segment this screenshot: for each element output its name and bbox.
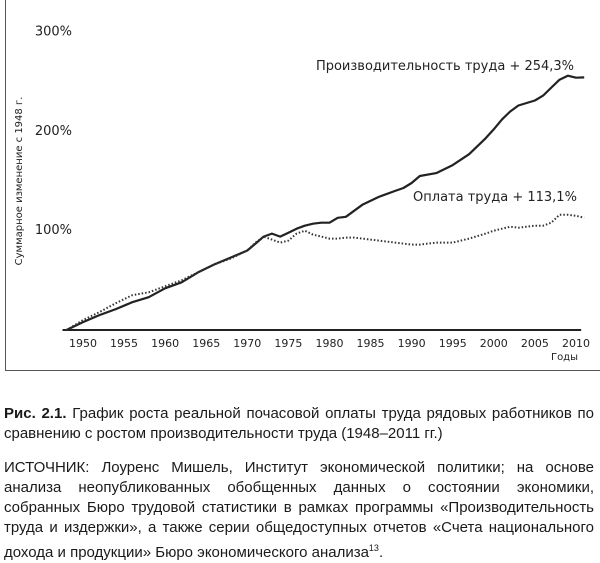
x-tick-label: 1970 <box>233 337 261 350</box>
x-tick-label: 1975 <box>274 337 302 350</box>
x-tick-label: 1960 <box>151 337 179 350</box>
x-tick-label: 1980 <box>315 337 343 350</box>
source: ИСТОЧНИК: Лоуренс Мишель, Институт эконо… <box>4 458 594 563</box>
x-tick-label: 2005 <box>521 337 549 350</box>
x-tick-label: 1965 <box>192 337 220 350</box>
x-tick-label: 2000 <box>480 337 508 350</box>
caption: Рис. 2.1. График роста реальной почасово… <box>4 404 594 444</box>
x-tick-label: 1985 <box>357 337 385 350</box>
x-axis-label: Годы <box>551 352 578 363</box>
y-tick-label: 100% <box>35 223 72 238</box>
x-tick-label: 1955 <box>110 337 138 350</box>
series-line <box>67 215 585 330</box>
y-tick-label: 300% <box>35 25 72 40</box>
y-tick-label: 200% <box>35 124 72 139</box>
x-tick-label: 1990 <box>398 337 426 350</box>
source-tail: . <box>379 544 383 561</box>
caption-text: График роста реальной почасовой оплаты т… <box>4 405 594 442</box>
annotation: Производительность труда + 254,3% <box>316 59 574 74</box>
x-tick-label: 1950 <box>69 337 97 350</box>
source-text: ИСТОЧНИК: Лоуренс Мишель, Институт эконо… <box>4 459 594 561</box>
x-tick-label: 2010 <box>562 337 590 350</box>
chart: Суммарное изменение с 1948 г. Годы Произ… <box>0 0 600 380</box>
y-axis-label: Суммарное изменение с 1948 г. <box>14 97 25 266</box>
x-tick-label: 1995 <box>439 337 467 350</box>
footnote-ref: 13 <box>369 543 379 553</box>
page: {"chart_data": {"type": "line", "y_label… <box>0 0 600 549</box>
caption-label: Рис. 2.1. <box>4 405 67 422</box>
annotation: Оплата труда + 113,1% <box>413 190 577 205</box>
